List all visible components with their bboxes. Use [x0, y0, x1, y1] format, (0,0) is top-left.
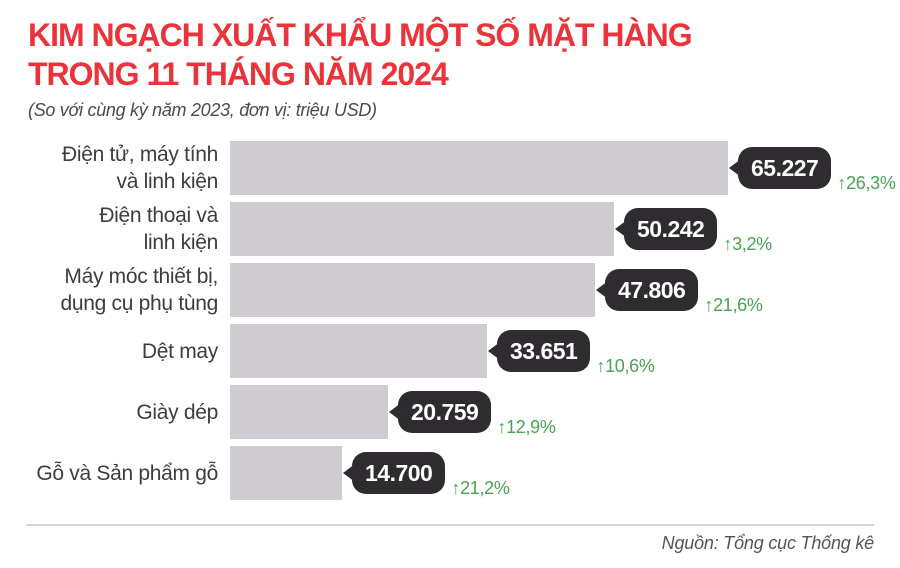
up-arrow-icon: ↑ [723, 234, 733, 254]
badge-value: 65.227 [751, 154, 819, 181]
bar [230, 263, 595, 317]
change-percent: ↑3,2% [723, 234, 772, 254]
change-value: 26,3% [846, 173, 896, 193]
value-group: 47.806 ↑21,6% [595, 263, 763, 317]
chart-row: Giày dép 20.759 ↑12,9% [28, 385, 874, 439]
category-label: Máy móc thiết bị, dụng cụ phụ tùng [28, 263, 230, 317]
category-label: Điện tử, máy tính và linh kiện [28, 141, 230, 195]
badge-value: 20.759 [411, 398, 479, 425]
bar-area: 20.759 ↑12,9% [230, 385, 874, 439]
change-value: 21,6% [713, 295, 763, 315]
up-arrow-icon: ↑ [596, 356, 606, 376]
category-label-text: Điện tử, máy tính và linh kiện [61, 143, 218, 193]
badge-value: 50.242 [637, 215, 705, 242]
up-arrow-icon: ↑ [451, 478, 461, 498]
value-badge: 33.651 [497, 330, 591, 372]
bar [230, 324, 487, 378]
up-arrow-icon: ↑ [704, 295, 714, 315]
bar-area: 50.242 ↑3,2% [230, 202, 874, 256]
page-title: KIM NGẠCH XUẤT KHẨU MỘT SỐ MẶT HÀNG TRON… [28, 16, 874, 94]
chart-row: Gỗ và Sản phẩm gỗ 14.700 ↑21,2% [28, 446, 874, 500]
change-value: 10,6% [605, 356, 655, 376]
up-arrow-icon: ↑ [497, 417, 507, 437]
value-group: 14.700 ↑21,2% [342, 446, 510, 500]
value-badge: 50.242 [624, 208, 718, 250]
change-percent: ↑12,9% [497, 417, 556, 437]
category-label-text: Dệt may [141, 339, 218, 363]
chart-row: Dệt may 33.651 ↑10,6% [28, 324, 874, 378]
source-note: Nguồn: Tổng cục Thống kê [661, 533, 875, 553]
chart-row: Điện thoại và linh kiện 50.242 ↑3,2% [28, 202, 874, 256]
value-badge: 47.806 [605, 269, 699, 311]
bar-area: 33.651 ↑10,6% [230, 324, 874, 378]
category-label-text: Điện thoại và linh kiện [99, 204, 218, 254]
change-percent: ↑26,3% [837, 173, 896, 193]
chart-row: Điện tử, máy tính và linh kiện 65.227 ↑2… [28, 141, 896, 195]
page-title-line-1: KIM NGẠCH XUẤT KHẨU MỘT SỐ MẶT HÀNG [28, 17, 693, 53]
value-badge: 65.227 [738, 147, 832, 189]
change-percent: ↑21,6% [704, 295, 763, 315]
bar-area: 65.227 ↑26,3% [230, 141, 896, 195]
value-group: 20.759 ↑12,9% [388, 385, 556, 439]
change-percent: ↑21,2% [451, 478, 510, 498]
category-label-text: Giày dép [136, 400, 218, 424]
value-badge: 20.759 [398, 391, 492, 433]
bar [230, 385, 388, 439]
bar-chart: Điện tử, máy tính và linh kiện 65.227 ↑2… [28, 141, 896, 500]
change-percent: ↑10,6% [596, 356, 655, 376]
change-value: 21,2% [460, 478, 510, 498]
value-badge: 14.700 [352, 452, 446, 494]
value-group: 50.242 ↑3,2% [614, 202, 772, 256]
change-value: 12,9% [506, 417, 556, 437]
bar [230, 446, 342, 500]
change-value: 3,2% [732, 234, 772, 254]
bar [230, 141, 728, 195]
bar [230, 202, 614, 256]
page-title-line-2: TRONG 11 THÁNG NĂM 2024 [28, 56, 449, 92]
source-divider [26, 524, 874, 526]
bar-area: 47.806 ↑21,6% [230, 263, 874, 317]
category-label-text: Gỗ và Sản phẩm gỗ [36, 461, 218, 485]
chart-row: Máy móc thiết bị, dụng cụ phụ tùng 47.80… [28, 263, 874, 317]
badge-value: 14.700 [365, 459, 433, 486]
badge-value: 47.806 [618, 276, 686, 303]
category-label-text: Máy móc thiết bị, dụng cụ phụ tùng [60, 265, 218, 315]
badge-value: 33.651 [510, 337, 578, 364]
category-label: Dệt may [28, 324, 230, 378]
bar-area: 14.700 ↑21,2% [230, 446, 874, 500]
up-arrow-icon: ↑ [837, 173, 847, 193]
value-group: 33.651 ↑10,6% [487, 324, 655, 378]
category-label: Điện thoại và linh kiện [28, 202, 230, 256]
value-group: 65.227 ↑26,3% [728, 141, 896, 195]
chart-subtitle: (So với cùng kỳ năm 2023, đơn vị: triệu … [28, 100, 377, 120]
category-label: Gỗ và Sản phẩm gỗ [28, 446, 230, 500]
category-label: Giày dép [28, 385, 230, 439]
